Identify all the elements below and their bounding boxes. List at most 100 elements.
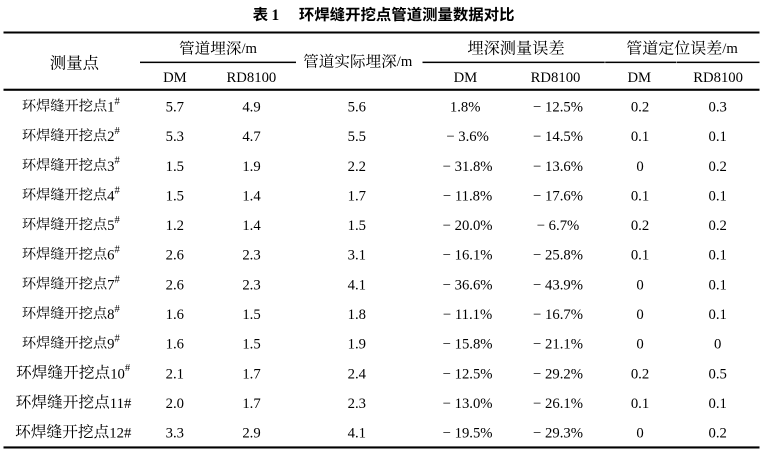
svg-text:− 15.8%: − 15.8%: [443, 337, 493, 353]
svg-text:− 11.8%: − 11.8%: [443, 188, 492, 204]
svg-text:0: 0: [636, 159, 643, 175]
svg-text:0.1: 0.1: [709, 188, 727, 204]
svg-text:3.1: 3.1: [348, 248, 366, 264]
svg-text:0.1: 0.1: [631, 396, 649, 412]
svg-text:0.2: 0.2: [631, 100, 649, 116]
svg-text:RD8100: RD8100: [693, 70, 743, 86]
svg-text:2.3: 2.3: [242, 277, 260, 293]
svg-text:2.6: 2.6: [166, 277, 184, 293]
svg-text:0.2: 0.2: [709, 426, 727, 442]
svg-text:5: 5: [107, 218, 114, 234]
svg-text:#: #: [125, 363, 131, 374]
svg-text:− 29.2%: − 29.2%: [533, 366, 583, 382]
svg-text:2.9: 2.9: [242, 426, 260, 442]
svg-text:10: 10: [110, 366, 125, 382]
svg-text:4.7: 4.7: [242, 129, 260, 145]
svg-text:4.9: 4.9: [242, 100, 260, 116]
svg-text:0.1: 0.1: [709, 129, 727, 145]
svg-text:− 31.8%: − 31.8%: [443, 159, 493, 175]
svg-text:− 3.6%: − 3.6%: [446, 129, 489, 145]
svg-text:DM: DM: [627, 70, 651, 86]
svg-text:2.4: 2.4: [348, 366, 367, 382]
svg-text:#: #: [114, 156, 120, 167]
svg-text:1.2: 1.2: [166, 218, 184, 234]
svg-text:#: #: [114, 126, 120, 137]
svg-text:− 6.7%: − 6.7%: [537, 218, 580, 234]
svg-text:0.1: 0.1: [709, 396, 727, 412]
svg-text:− 17.6%: − 17.6%: [533, 188, 583, 204]
svg-text:0: 0: [714, 337, 721, 353]
svg-text:2.0: 2.0: [166, 396, 184, 412]
svg-text:− 13.6%: − 13.6%: [533, 159, 583, 175]
svg-text:5.5: 5.5: [348, 129, 366, 145]
svg-text:0.1: 0.1: [631, 188, 649, 204]
svg-text:1.5: 1.5: [348, 218, 366, 234]
svg-text:#: #: [114, 96, 120, 107]
svg-text:4.1: 4.1: [348, 277, 366, 293]
svg-text:2.1: 2.1: [166, 366, 184, 382]
svg-text:7: 7: [107, 277, 114, 293]
svg-text:5.3: 5.3: [166, 129, 184, 145]
svg-text:1.7: 1.7: [348, 188, 366, 204]
svg-text:0.1: 0.1: [631, 248, 649, 264]
svg-text:#: #: [114, 274, 120, 285]
svg-text:− 19.5%: − 19.5%: [443, 426, 493, 442]
svg-text:0.2: 0.2: [709, 159, 727, 175]
svg-text:1.5: 1.5: [242, 337, 260, 353]
svg-text:2.6: 2.6: [166, 248, 184, 264]
svg-text:− 20.0%: − 20.0%: [443, 218, 493, 234]
svg-text:0: 0: [636, 307, 643, 323]
svg-text:2.3: 2.3: [242, 248, 260, 264]
svg-text:− 26.1%: − 26.1%: [533, 396, 583, 412]
svg-text:− 21.1%: − 21.1%: [533, 337, 583, 353]
svg-text:0.3: 0.3: [709, 100, 727, 116]
svg-text:1.9: 1.9: [242, 159, 260, 175]
svg-text:− 12.5%: − 12.5%: [443, 366, 493, 382]
svg-text:/m: /m: [722, 41, 738, 57]
svg-text:RD8100: RD8100: [227, 70, 277, 86]
svg-text:4.1: 4.1: [348, 426, 366, 442]
svg-text:− 12.5%: − 12.5%: [533, 100, 583, 116]
svg-text:3.3: 3.3: [166, 426, 184, 442]
svg-text:/m: /m: [241, 41, 257, 57]
svg-text:1: 1: [107, 100, 114, 116]
svg-text:0: 0: [636, 337, 643, 353]
svg-text:− 29.3%: − 29.3%: [533, 426, 583, 442]
svg-text:− 13.0%: − 13.0%: [443, 396, 493, 412]
svg-text:/m: /m: [397, 54, 413, 70]
svg-text:− 43.9%: − 43.9%: [533, 277, 583, 293]
svg-text:DM: DM: [163, 70, 187, 86]
svg-text:#: #: [114, 245, 120, 256]
svg-text:0.1: 0.1: [631, 129, 649, 145]
svg-text:1.7: 1.7: [242, 366, 260, 382]
svg-text:8: 8: [107, 307, 114, 323]
svg-text:0.1: 0.1: [709, 307, 727, 323]
svg-text:6: 6: [107, 248, 114, 264]
svg-text:− 25.8%: − 25.8%: [533, 248, 583, 264]
svg-text:4: 4: [107, 188, 115, 204]
svg-text:0.2: 0.2: [631, 218, 649, 234]
svg-text:0: 0: [636, 277, 643, 293]
svg-text:0.5: 0.5: [709, 366, 727, 382]
svg-text:0: 0: [636, 426, 643, 442]
svg-text:1.5: 1.5: [166, 188, 184, 204]
svg-text:#: #: [114, 334, 120, 345]
svg-text:1.4: 1.4: [242, 218, 261, 234]
svg-text:− 11.1%: − 11.1%: [443, 307, 492, 323]
svg-text:3: 3: [107, 159, 114, 175]
svg-text:0.2: 0.2: [631, 366, 649, 382]
svg-text:1.5: 1.5: [242, 307, 260, 323]
svg-text:1.4: 1.4: [242, 188, 261, 204]
svg-text:− 16.7%: − 16.7%: [533, 307, 583, 323]
svg-text:1.8%: 1.8%: [450, 100, 481, 116]
svg-text:1.7: 1.7: [242, 396, 260, 412]
svg-text:12#: 12#: [109, 426, 132, 442]
svg-text:9: 9: [107, 337, 114, 353]
svg-text:11#: 11#: [110, 396, 132, 412]
svg-text:1.6: 1.6: [166, 307, 184, 323]
svg-text:2.2: 2.2: [348, 159, 366, 175]
svg-text:5.7: 5.7: [166, 100, 184, 116]
svg-text:− 36.6%: − 36.6%: [443, 277, 493, 293]
svg-text:RD8100: RD8100: [531, 70, 581, 86]
svg-text:2: 2: [107, 129, 114, 145]
